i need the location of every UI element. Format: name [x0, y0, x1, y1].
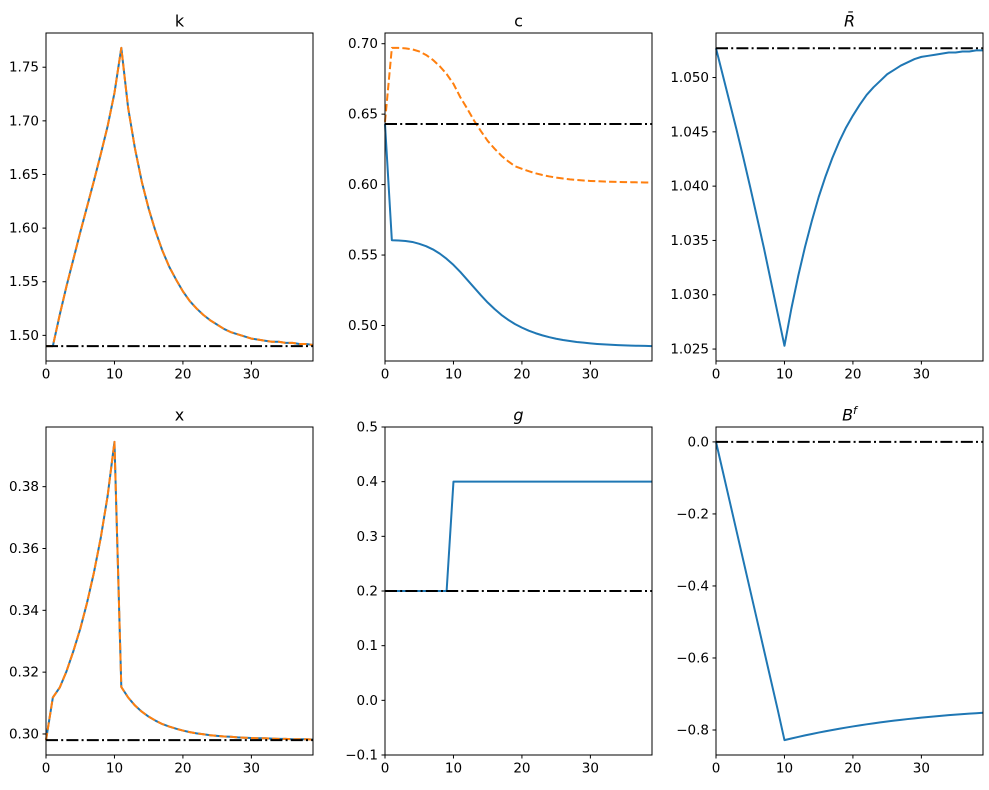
subplot-x: x 0 10 20 30 0.30 0.32 0.34 0.36 0.38 [0, 395, 330, 790]
plot-area: 0 10 20 30 0.50 0.55 0.60 0.65 0.70 [348, 32, 653, 383]
y-tick-label: −0.1 [345, 747, 378, 763]
subplot-g: g 0 10 20 30 −0.1 0.0 0.1 0.2 0.3 0.4 0.5 [330, 395, 660, 790]
y-tick-label: −0.4 [676, 578, 709, 594]
x-tick-label: 30 [243, 367, 260, 383]
x-tick-label: 0 [712, 367, 721, 383]
x-tick-label: 20 [513, 761, 530, 777]
y-tick-label: 0.3 [357, 529, 378, 545]
x-tick-label: 30 [913, 761, 930, 777]
y-tick-label: 1.50 [9, 328, 39, 344]
x-tick-label: 10 [106, 367, 123, 383]
title-text: B [842, 405, 854, 425]
y-tick-label: 0.32 [9, 665, 39, 681]
axes-frame [384, 32, 653, 362]
axes-frame [45, 426, 314, 756]
title-text: R̄ [843, 11, 856, 31]
series-line-baseline [45, 440, 314, 741]
y-tick-label: 1.025 [670, 342, 709, 358]
x-tick-label: 20 [174, 761, 191, 777]
y-tick-label: 0.55 [348, 248, 378, 264]
subplot-title: c [385, 7, 652, 31]
x-tick-label: 10 [106, 761, 123, 777]
series-line-alternative [45, 440, 314, 741]
x-tick-label: 0 [712, 761, 721, 777]
plot-area: 0 10 20 30 1.025 1.030 1.035 1.040 1.045 1.050 [670, 32, 984, 383]
title-sup: f [853, 404, 857, 417]
x-tick-label: 10 [445, 367, 462, 383]
y-tick-label: 0.34 [9, 603, 39, 619]
x-tick-label: 0 [42, 761, 51, 777]
x-tick-label: 30 [243, 761, 260, 777]
subplot-title: x [46, 401, 313, 425]
y-tick-label: 0.5 [357, 419, 378, 435]
y-tick-label: 1.60 [9, 221, 39, 237]
subplot-bf: Bf 0 10 20 30 −0.8 −0.6 −0.4 −0.2 0.0 [660, 395, 989, 790]
y-tick-label: 1.75 [9, 60, 39, 76]
axes-frame [45, 32, 314, 362]
series-line-baseline [46, 46, 314, 348]
plot-area: 0 10 20 30 −0.8 −0.6 −0.4 −0.2 0.0 [676, 426, 984, 777]
series-line-alternative [46, 46, 314, 348]
y-tick-label: −0.8 [676, 722, 709, 738]
y-tick-label: 0.38 [9, 479, 39, 495]
subplot-k: k 0 10 20 30 1.50 1.55 1.60 1.65 1.70 1.75 [0, 0, 330, 395]
subplot-title: g [385, 401, 652, 425]
title-text: k [174, 11, 185, 31]
x-tick-label: 0 [42, 367, 51, 383]
y-tick-label: 0.0 [688, 434, 709, 450]
y-tick-label: 0.50 [348, 318, 378, 334]
y-tick-label: 1.55 [9, 274, 39, 290]
x-tick-label: 20 [174, 367, 191, 383]
title-text: c [514, 11, 523, 31]
y-tick-label: 0.4 [357, 474, 378, 490]
axes-frame [384, 426, 653, 756]
y-tick-label: 0.36 [9, 541, 39, 557]
x-tick-label: 20 [844, 367, 861, 383]
subplot-rbar: R̄ 0 10 20 30 1.025 1.030 1.035 1.040 1.045 1.050 [660, 0, 989, 395]
y-tick-label: 1.030 [670, 287, 709, 303]
axes-frame [715, 426, 984, 756]
y-tick-label: −0.6 [676, 650, 709, 666]
y-tick-label: 1.040 [670, 179, 709, 195]
y-tick-label: 1.70 [9, 113, 39, 129]
subplot-title: Bf [716, 401, 983, 425]
x-tick-label: 0 [381, 367, 390, 383]
y-tick-label: 0.30 [9, 726, 39, 742]
plot-area: 0 10 20 30 1.50 1.55 1.60 1.65 1.70 1.75 [9, 32, 314, 383]
series-line-baseline [385, 480, 652, 592]
series-line-baseline [715, 47, 983, 347]
y-tick-label: 0.60 [348, 177, 378, 193]
y-tick-label: 0.1 [357, 638, 378, 654]
y-tick-label: −0.2 [676, 506, 709, 522]
y-tick-label: 1.65 [9, 167, 39, 183]
y-tick-label: 1.045 [670, 124, 709, 140]
x-tick-label: 20 [513, 367, 530, 383]
y-tick-label: 1.035 [670, 233, 709, 249]
x-tick-label: 30 [582, 761, 599, 777]
series-line-alternative [384, 46, 652, 184]
series-line-baseline [384, 123, 653, 348]
x-tick-label: 10 [445, 761, 462, 777]
subplot-title: k [46, 7, 313, 31]
x-tick-label: 10 [776, 761, 793, 777]
y-tick-label: 0.0 [357, 693, 378, 709]
title-text: g [513, 405, 524, 425]
plot-area: 0 10 20 30 −0.1 0.0 0.1 0.2 0.3 0.4 0.5 [345, 419, 653, 777]
x-tick-label: 0 [381, 761, 390, 777]
x-tick-label: 30 [582, 367, 599, 383]
y-tick-label: 0.65 [348, 107, 378, 123]
subplot-title: R̄ [716, 7, 983, 31]
subplot-c: c 0 10 20 30 0.50 0.55 0.60 0.65 0.70 [330, 0, 660, 395]
y-tick-label: 0.2 [357, 583, 378, 599]
axes-frame [715, 32, 984, 362]
y-tick-label: 0.70 [348, 36, 378, 52]
x-tick-label: 20 [844, 761, 861, 777]
plot-area: 0 10 20 30 0.30 0.32 0.34 0.36 0.38 [9, 426, 314, 777]
x-tick-label: 30 [913, 367, 930, 383]
title-text: x [174, 405, 185, 425]
x-tick-label: 10 [776, 367, 793, 383]
y-tick-label: 1.050 [670, 70, 709, 86]
series-line-baseline [715, 441, 984, 742]
